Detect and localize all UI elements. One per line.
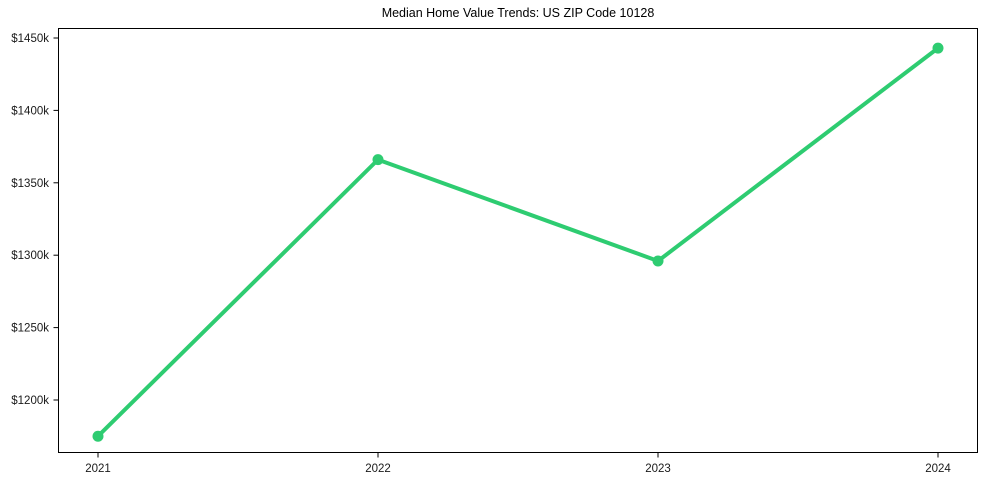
- y-tick-label: $1400k: [11, 105, 49, 117]
- y-tick-label: $1450k: [11, 33, 49, 45]
- trend-line: [96, 46, 940, 439]
- y-tick-label: $1300k: [11, 250, 49, 262]
- x-tick-label: 2022: [365, 463, 391, 475]
- y-tick-label: $1350k: [11, 178, 49, 190]
- data-point-marker-2024: [932, 42, 944, 54]
- y-tick-label: $1200k: [11, 395, 49, 407]
- chart-title: Median Home Value Trends: US ZIP Code 10…: [381, 6, 655, 20]
- x-tick-label: 2024: [925, 463, 951, 475]
- x-tick-label: 2021: [85, 463, 111, 475]
- data-point-marker-2023: [652, 255, 664, 267]
- data-point-marker-2022: [372, 154, 384, 166]
- x-tick-label: 2023: [645, 463, 671, 475]
- plot-border: [58, 28, 978, 453]
- y-tick-label: $1250k: [11, 323, 49, 335]
- data-point-marker-2021: [92, 430, 104, 442]
